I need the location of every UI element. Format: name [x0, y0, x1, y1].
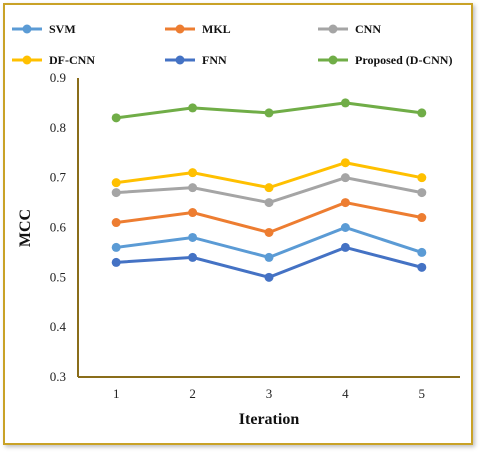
- data-point: [417, 108, 427, 118]
- data-point: [417, 247, 427, 257]
- data-point: [111, 113, 121, 123]
- data-point: [340, 158, 350, 168]
- legend-label: FNN: [202, 53, 227, 67]
- y-tick-label: 0.5: [50, 269, 66, 284]
- data-point: [340, 173, 350, 183]
- data-point: [417, 213, 427, 223]
- legend-entry: MKL: [165, 22, 231, 36]
- legend-swatch-marker: [175, 24, 185, 34]
- y-tick-label: 0.3: [50, 369, 66, 384]
- data-point: [188, 252, 198, 262]
- data-point: [188, 232, 198, 242]
- data-point: [264, 198, 274, 208]
- data-point: [111, 178, 121, 188]
- legend-label: Proposed (D-CNN): [355, 53, 452, 67]
- legend-label: CNN: [355, 22, 381, 36]
- series-0: [111, 223, 427, 262]
- x-tick-label: 3: [266, 386, 273, 401]
- x-tick-label: 2: [189, 386, 196, 401]
- data-point: [188, 208, 198, 218]
- data-point: [188, 168, 198, 178]
- legend-label: MKL: [202, 22, 231, 36]
- legend-swatch-marker: [328, 24, 338, 34]
- y-tick-label: 0.4: [50, 319, 67, 334]
- legend-swatch-marker: [175, 55, 185, 65]
- legend-swatch-marker: [22, 55, 32, 65]
- y-tick-label: 0.7: [50, 170, 67, 185]
- data-point: [417, 262, 427, 272]
- series-4: [111, 242, 427, 282]
- data-point: [340, 223, 350, 232]
- x-tick-label: 5: [419, 386, 426, 401]
- data-point: [264, 227, 274, 237]
- data-point: [417, 188, 427, 198]
- series-1: [111, 198, 427, 237]
- data-point: [188, 103, 198, 113]
- legend-entry: DF-CNN: [12, 53, 95, 67]
- legend-entry: Proposed (D-CNN): [318, 53, 452, 67]
- plot-area: [111, 98, 427, 282]
- y-axis-title: MCC: [17, 209, 34, 247]
- data-point: [264, 183, 274, 193]
- data-point: [188, 183, 198, 193]
- data-point: [264, 108, 274, 118]
- x-tick-label: 4: [342, 386, 349, 401]
- data-point: [264, 272, 274, 282]
- legend-entry: FNN: [165, 53, 227, 67]
- legend-label: DF-CNN: [49, 53, 95, 67]
- y-tick-label: 0.9: [50, 70, 66, 85]
- legend: SVM MKL CNN DF-CNN FNN Proposed (D-CNN): [12, 22, 452, 67]
- legend-entry: CNN: [318, 22, 381, 36]
- x-tick-label: 1: [113, 386, 120, 401]
- legend-swatch-marker: [328, 55, 338, 65]
- y-ticks: 0.3 0.4 0.5 0.6 0.7 0.8 0.9: [50, 70, 67, 384]
- series-5: [111, 98, 427, 123]
- data-point: [340, 198, 350, 208]
- legend-entry: SVM: [12, 22, 76, 36]
- x-ticks: 1 2 3 4 5: [113, 386, 425, 401]
- y-tick-label: 0.8: [50, 120, 66, 135]
- legend-label: SVM: [49, 22, 76, 36]
- data-point: [111, 188, 121, 198]
- data-point: [111, 218, 121, 228]
- data-point: [340, 242, 350, 252]
- data-point: [417, 173, 427, 183]
- legend-swatch-marker: [22, 24, 32, 34]
- y-tick-label: 0.6: [50, 220, 67, 235]
- x-axis-title: Iteration: [239, 411, 300, 428]
- series-2: [111, 173, 427, 208]
- series-3: [111, 158, 427, 193]
- data-point: [111, 242, 121, 252]
- axes: [77, 78, 460, 378]
- data-point: [340, 98, 350, 108]
- data-point: [264, 252, 274, 262]
- data-point: [111, 257, 121, 267]
